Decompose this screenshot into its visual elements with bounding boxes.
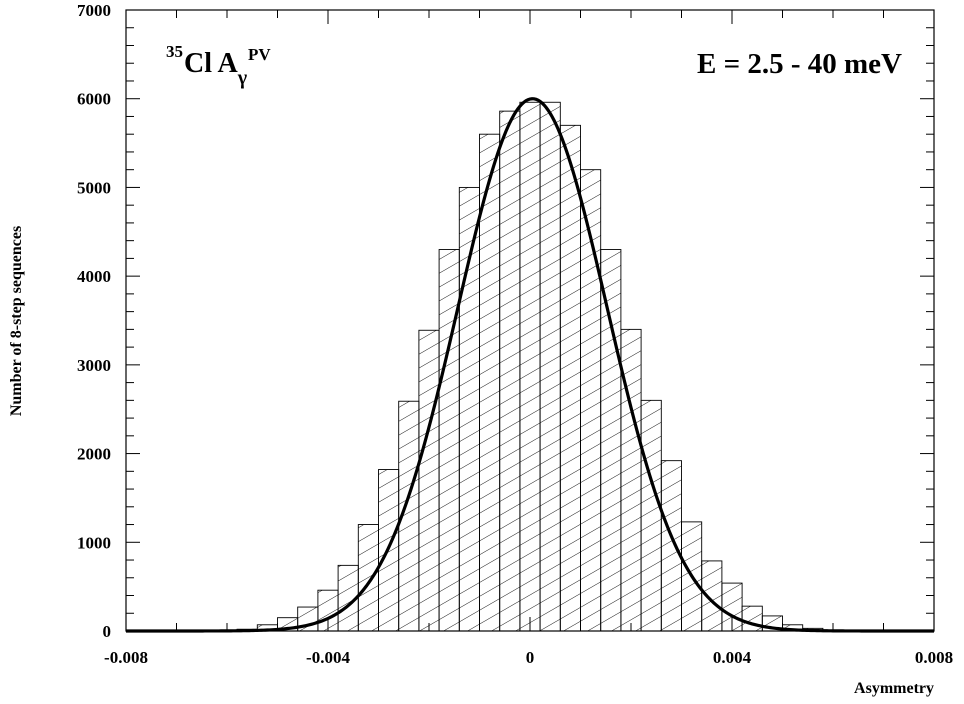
y-tick-label: 5000 [77,178,111,197]
histogram-bar [660,460,682,632]
x-tick-label: 0 [526,648,535,667]
histogram-bar [539,101,561,632]
histogram-bar [640,399,662,632]
x-axis-title: Asymmetry [854,680,934,697]
y-axis-title: Number of 8-step sequences [8,226,25,416]
y-tick-label: 6000 [77,90,111,109]
histogram-bar [438,249,460,632]
gaussian-fit-curve [126,97,934,633]
y-tick-label: 7000 [77,1,111,20]
energy-annotation: E = 2.5 - 40 meV [697,48,902,80]
x-tick-label: -0.004 [306,648,350,667]
pv-superscript: PV [248,45,271,64]
y-axis-ticks: 0 1000 2000 3000 4000 5000 6000 7000 [77,1,934,641]
histogram-bar [499,110,521,632]
isotope-annotation: 35Cl AγPV [166,42,271,89]
x-tick-label: 0.004 [713,648,752,667]
y-tick-label: 1000 [77,533,111,552]
histogram-bar [418,329,440,632]
y-tick-label: 4000 [77,267,111,286]
histogram-bar [357,524,379,632]
x-tick-label: -0.008 [104,648,148,667]
isotope-mass-number: 35 [166,42,183,61]
histogram-bar [519,101,541,632]
y-tick-label: 0 [103,622,112,641]
element-label: Cl A [184,48,238,79]
histogram-bar [600,249,622,632]
y-tick-label: 2000 [77,445,111,464]
y-tick-label: 3000 [77,356,111,375]
histogram-bar [559,124,581,632]
x-axis-ticks: -0.008 -0.004 0 0.004 0.008 [104,10,953,667]
histogram-bars [216,101,844,632]
gamma-subscript: γ [237,67,248,89]
x-tick-label: 0.008 [915,648,953,667]
